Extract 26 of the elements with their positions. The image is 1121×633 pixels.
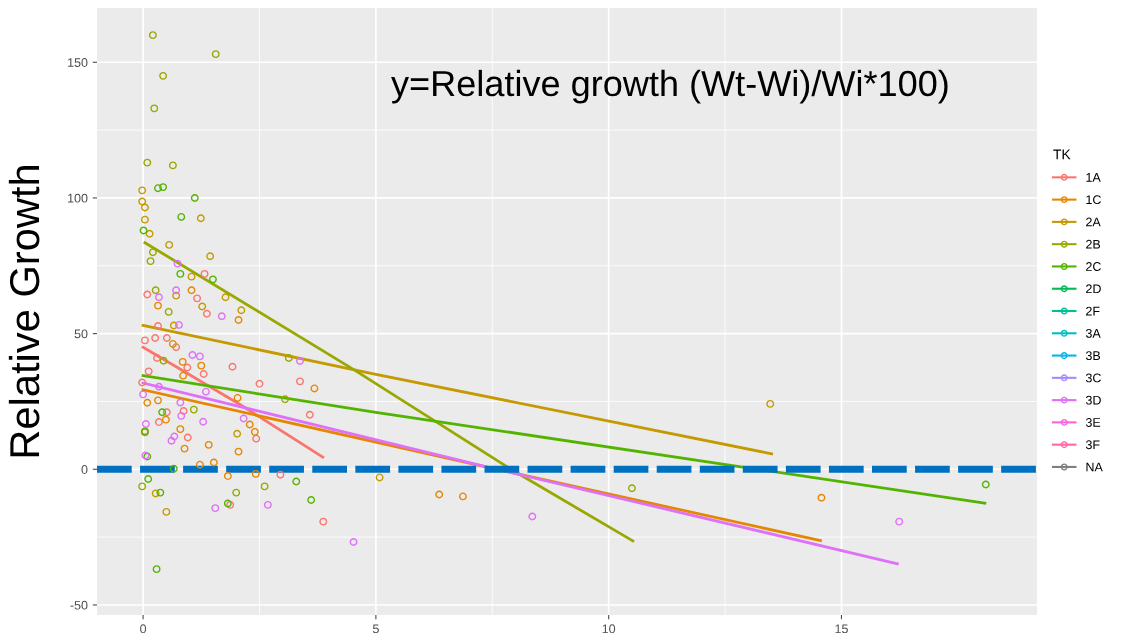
y-tick-label: 50 xyxy=(74,329,88,339)
y-tick-label: 150 xyxy=(68,58,88,67)
legend-label: 3C xyxy=(1085,373,1101,383)
legend-label: 2F xyxy=(1086,306,1100,316)
legend-label: 2D xyxy=(1086,284,1101,294)
x-tick-label: 10 xyxy=(602,624,616,633)
legend-label: 1C xyxy=(1086,195,1101,205)
legend-label: 3F xyxy=(1085,440,1100,450)
legend-label: NA xyxy=(1086,462,1103,472)
y-tick-label: -50 xyxy=(70,600,88,610)
x-tick-label: 5 xyxy=(372,624,379,633)
legend-label: 3E xyxy=(1085,418,1101,427)
legend-label: 2C xyxy=(1086,262,1101,271)
legend-label: 2A xyxy=(1086,217,1101,227)
x-tick-label: 0 xyxy=(140,624,147,633)
y-tick-label: 100 xyxy=(68,193,88,203)
legend-title: TK xyxy=(1053,149,1071,160)
y-tick-label: 0 xyxy=(81,465,88,474)
legend-label: 3B xyxy=(1085,351,1101,361)
annotation: y=Relative growth (Wt-Wi)/Wi*100) xyxy=(391,69,948,104)
legend-label: 3A xyxy=(1085,328,1101,338)
y-axis-title: Relative Growth xyxy=(8,165,40,457)
legend-label: 1A xyxy=(1086,173,1101,182)
legend-label: 2B xyxy=(1086,239,1101,249)
x-tick-label: 15 xyxy=(835,624,848,633)
legend-label: 3D xyxy=(1085,395,1101,405)
